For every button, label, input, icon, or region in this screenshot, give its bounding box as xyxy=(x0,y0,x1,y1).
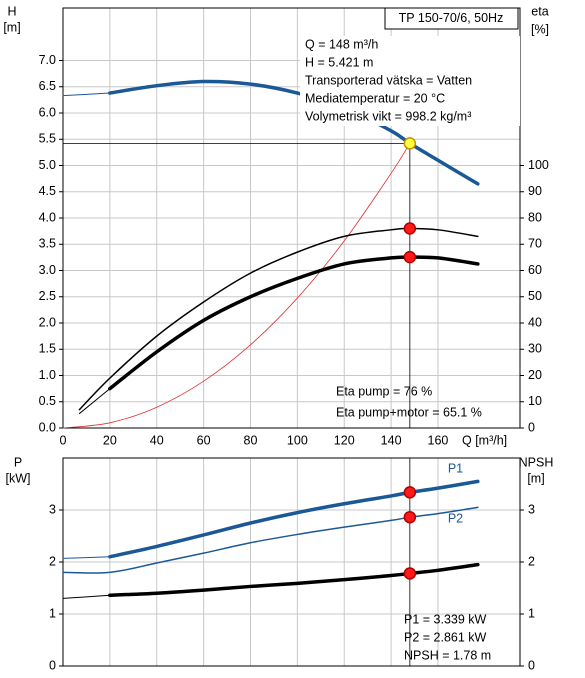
annotation: Transporterad vätska = Vatten xyxy=(305,73,472,87)
chart-title: TP 150-70/6, 50Hz xyxy=(399,11,504,25)
y-tick-label: 4.5 xyxy=(39,184,56,198)
y2-axis-label: eta xyxy=(531,4,548,18)
curve xyxy=(108,255,480,391)
y2-tick-label: 80 xyxy=(528,210,542,224)
y2-tick-label: 2 xyxy=(528,554,535,568)
y-tick-label: 2 xyxy=(49,554,56,568)
y-tick-label: 1.5 xyxy=(39,342,56,356)
operating-point xyxy=(403,137,417,150)
y-axis-label: H xyxy=(7,4,16,18)
x-tick-label: 140 xyxy=(381,433,402,447)
annotation: Mediatemperatur = 20 °C xyxy=(305,91,445,105)
annotation: Eta pump+motor = 65.1 % xyxy=(336,405,482,419)
y2-axis-unit: [m] xyxy=(527,471,544,485)
y2-tick-label: 0 xyxy=(528,420,535,434)
y-tick-label: 0 xyxy=(49,658,56,672)
x-tick-label: 0 xyxy=(60,433,67,447)
y-tick-label: 3.5 xyxy=(39,237,56,251)
x-axis-label: Q [m³/h] xyxy=(462,433,507,447)
curve xyxy=(62,556,111,559)
x-tick-label: 20 xyxy=(103,433,117,447)
curve xyxy=(78,388,111,415)
y-tick-label: 6.0 xyxy=(39,105,56,119)
y-tick-label: 4.0 xyxy=(39,210,56,224)
curve xyxy=(62,92,111,97)
y-tick-label: 3 xyxy=(49,502,56,516)
x-tick-label: 40 xyxy=(150,433,164,447)
annotation: P2 = 2.861 kW xyxy=(404,630,487,644)
y-tick-label: 2.0 xyxy=(39,315,56,329)
y2-tick-label: 10 xyxy=(528,394,542,408)
y2-tick-label: 50 xyxy=(528,289,542,303)
y-tick-label: 5.5 xyxy=(39,132,56,146)
y2-tick-label: 3 xyxy=(528,502,535,516)
y-tick-label: 5.0 xyxy=(39,158,56,172)
y-tick-label: 1.0 xyxy=(39,368,56,382)
x-tick-label: 100 xyxy=(287,433,308,447)
y-axis-unit: [m] xyxy=(3,20,20,34)
annotation: H = 5.421 m xyxy=(305,55,373,69)
annotation: NPSH = 1.78 m xyxy=(404,648,491,662)
annotation: Volymetrisk vikt = 998.2 kg/m³ xyxy=(305,109,471,123)
y2-tick-label: 60 xyxy=(528,263,542,277)
y2-tick-label: 100 xyxy=(528,158,549,172)
y2-tick-label: 30 xyxy=(528,342,542,356)
annotation-box xyxy=(300,36,520,126)
y-tick-label: 1 xyxy=(49,606,56,620)
y-tick-label: 6.5 xyxy=(39,79,56,93)
series-label: P2 xyxy=(448,512,463,526)
x-tick-label: 160 xyxy=(428,433,449,447)
y-tick-label: 7.0 xyxy=(39,53,56,67)
annotation: Q = 148 m³/h xyxy=(305,37,378,51)
curve xyxy=(62,594,111,599)
curve xyxy=(62,142,411,429)
operating-point xyxy=(403,486,417,499)
title-box xyxy=(384,7,519,30)
curve xyxy=(62,506,479,574)
y2-axis-unit: [%] xyxy=(531,22,549,36)
y-tick-label: 0.5 xyxy=(39,394,56,408)
y2-tick-label: 0 xyxy=(528,658,535,672)
y-tick-label: 0.0 xyxy=(39,420,56,434)
y2-tick-label: 90 xyxy=(528,184,542,198)
operating-point xyxy=(403,222,417,235)
y2-tick-label: 40 xyxy=(528,315,542,329)
curve xyxy=(108,479,480,559)
operating-point xyxy=(403,250,417,264)
annotation: P1 = 3.339 kW xyxy=(404,612,487,626)
x-tick-label: 80 xyxy=(244,433,258,447)
plot-frame xyxy=(62,7,521,429)
y-tick-label: 3.0 xyxy=(39,263,56,277)
operating-point xyxy=(403,510,417,524)
operating-point xyxy=(403,567,417,580)
curve xyxy=(78,227,479,411)
x-tick-label: 60 xyxy=(197,433,211,447)
y2-tick-label: 20 xyxy=(528,368,542,382)
annotation: Eta pump = 76 % xyxy=(336,384,432,398)
y2-tick-label: 70 xyxy=(528,237,542,251)
curve xyxy=(108,562,480,598)
x-tick-label: 120 xyxy=(334,433,355,447)
y2-axis-label: NPSH xyxy=(519,455,554,469)
y-axis-unit: [kW] xyxy=(6,471,31,485)
y2-tick-label: 1 xyxy=(528,606,535,620)
series-label: P1 xyxy=(448,462,463,476)
y-axis-label: P xyxy=(14,455,22,469)
plot-frame xyxy=(62,457,521,667)
y-tick-label: 2.5 xyxy=(39,289,56,303)
